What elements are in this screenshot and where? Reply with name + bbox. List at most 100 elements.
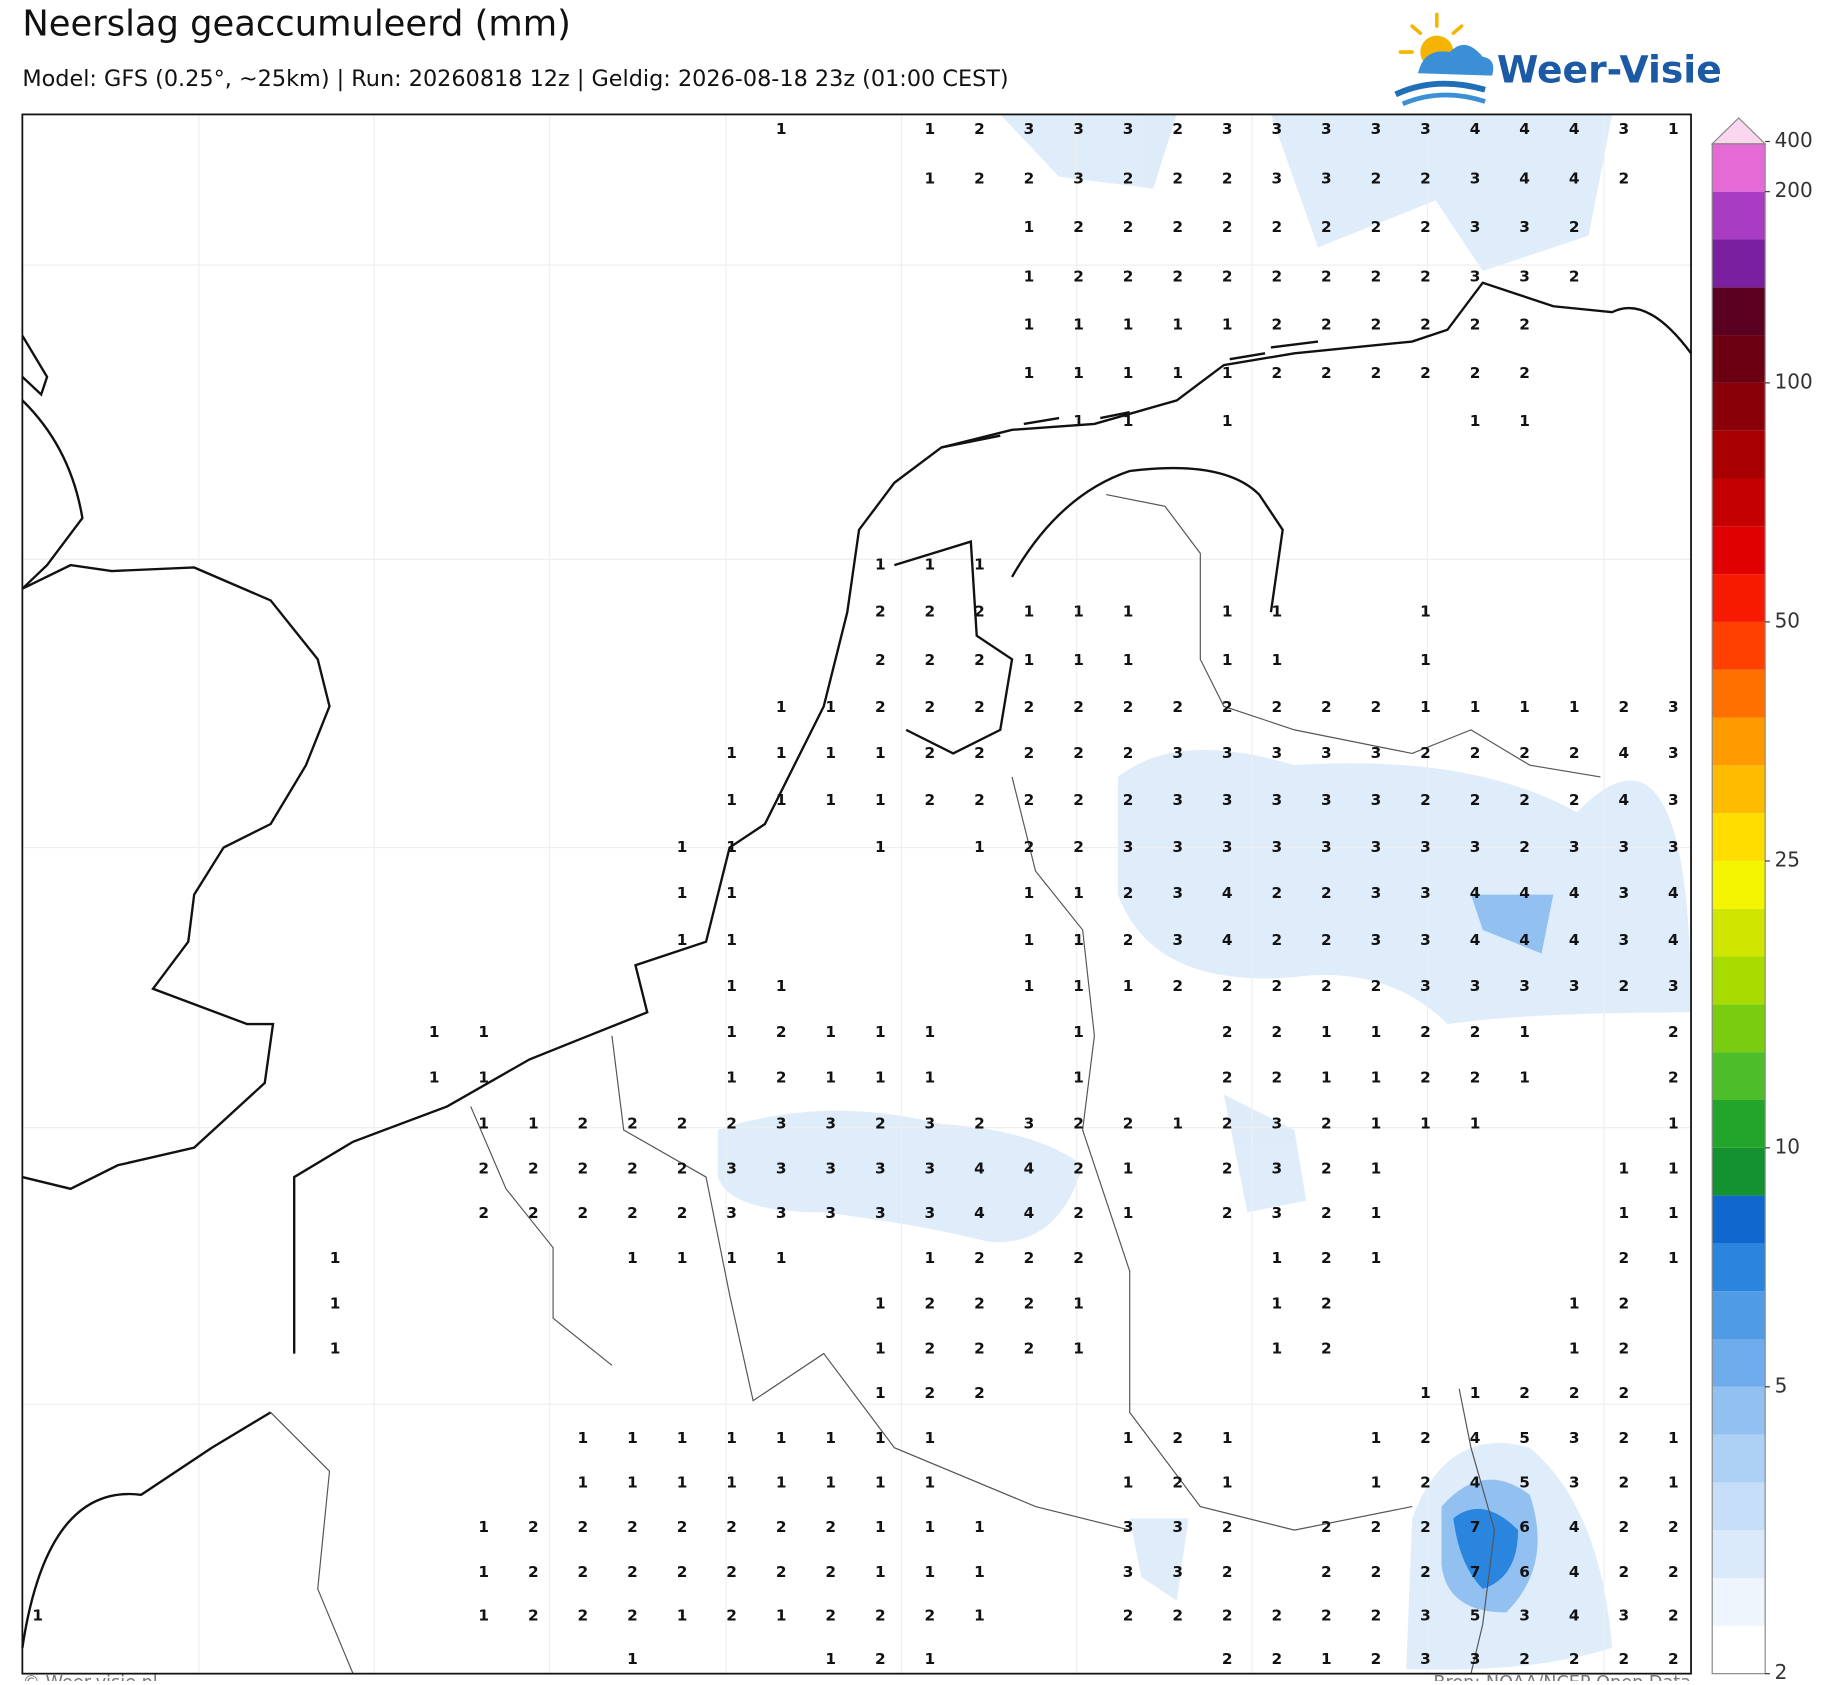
precip-value: 1 (1371, 1474, 1382, 1492)
precip-value: 2 (1519, 744, 1530, 762)
precip-value: 1 (875, 1295, 886, 1313)
precip-value: 2 (1371, 977, 1382, 995)
precip-value: 2 (1073, 1204, 1084, 1222)
precip-value: 2 (1271, 316, 1282, 334)
precip-value: 3 (825, 1204, 836, 1222)
precip-value: 2 (1420, 267, 1431, 285)
precip-value: 3 (1172, 1563, 1183, 1581)
colorbar-segment (1712, 1147, 1766, 1196)
precip-value: 1 (925, 120, 936, 138)
precip-value: 1 (1024, 977, 1035, 995)
precip-value: 2 (974, 651, 985, 669)
precip-value: 1 (1172, 1115, 1183, 1133)
precip-value: 2 (925, 698, 936, 716)
precip-value: 1 (1024, 931, 1035, 949)
precip-value: 3 (1271, 791, 1282, 809)
precip-value: 2 (875, 698, 886, 716)
precip-value: 4 (1618, 744, 1629, 762)
precip-value: 3 (1321, 791, 1332, 809)
precip-value: 2 (974, 170, 985, 188)
precip-value: 2 (1024, 170, 1035, 188)
colorbar-segment (1712, 1291, 1766, 1340)
precip-value: 2 (578, 1159, 589, 1177)
precip-value: 2 (1420, 1023, 1431, 1041)
precip-value: 3 (1172, 838, 1183, 856)
precip-value: 4 (1222, 884, 1233, 902)
precip-value: 3 (1172, 791, 1183, 809)
precip-value: 1 (528, 1115, 539, 1133)
precip-value: 3 (1470, 218, 1481, 236)
precip-value: 4 (1668, 931, 1679, 949)
precip-value: 4 (1470, 1474, 1481, 1492)
precip-value: 3 (726, 1204, 737, 1222)
precip-value: 2 (1222, 1606, 1233, 1624)
precip-value: 1 (875, 838, 886, 856)
precip-value: 2 (1321, 884, 1332, 902)
precip-value: 1 (1321, 1023, 1332, 1041)
precip-value: 1 (1073, 603, 1084, 621)
precip-value: 2 (627, 1606, 638, 1624)
precip-value: 2 (1618, 1249, 1629, 1267)
precip-value: 1 (1668, 1429, 1679, 1447)
precip-value: 1 (1222, 316, 1233, 334)
precip-value: 1 (974, 1563, 985, 1581)
precip-value: 1 (925, 1429, 936, 1447)
precip-value: 2 (1024, 744, 1035, 762)
colorbar-segment (1712, 287, 1766, 336)
precip-value: 1 (627, 1249, 638, 1267)
precip-value: 2 (1569, 1650, 1580, 1668)
precip-value: 1 (1123, 603, 1134, 621)
precip-value: 3 (1024, 1115, 1035, 1133)
precip-value: 2 (1321, 1204, 1332, 1222)
precip-value: 1 (925, 1069, 936, 1087)
precip-value: 1 (1024, 884, 1035, 902)
precip-value: 2 (1073, 218, 1084, 236)
precip-value: 2 (1073, 1115, 1084, 1133)
precip-value: 2 (677, 1159, 688, 1177)
precip-value: 2 (1321, 931, 1332, 949)
precip-value: 2 (1420, 791, 1431, 809)
precip-value: 1 (875, 744, 886, 762)
map: 1 1 2 3 3 3 2 3 3 3 3 3 4 4 4 3 1 1 2 2 3 2 2 2 3 3 2 2 3 4 4 2 1 2 2 2 2 2 2 2… (21, 113, 1692, 1675)
precip-value: 2 (1371, 1518, 1382, 1536)
colorbar-segment (1712, 1482, 1766, 1531)
precip-value: 1 (1420, 1384, 1431, 1402)
precip-value: 1 (1668, 120, 1679, 138)
precip-value: 2 (1172, 267, 1183, 285)
precip-value: 2 (1618, 1384, 1629, 1402)
precip-value: 2 (1123, 884, 1134, 902)
precip-value: 3 (1123, 120, 1134, 138)
precip-value: 3 (1519, 977, 1530, 995)
precip-value: 3 (1618, 931, 1629, 949)
precip-value: 1 (677, 1606, 688, 1624)
precip-value: 4 (1470, 931, 1481, 949)
precip-value: 2 (1618, 1563, 1629, 1581)
precip-value: 2 (925, 744, 936, 762)
precip-value: 2 (1569, 218, 1580, 236)
precip-value: 1 (1668, 1204, 1679, 1222)
precip-value: 1 (1222, 1429, 1233, 1447)
precip-value: 2 (974, 603, 985, 621)
precip-value: 2 (875, 1606, 886, 1624)
precip-value: 3 (1073, 170, 1084, 188)
precip-value: 1 (627, 1429, 638, 1447)
precip-value: 3 (1420, 838, 1431, 856)
precip-value: 1 (726, 1023, 737, 1041)
colorbar-segment (1712, 1386, 1766, 1435)
precip-value: 1 (726, 884, 737, 902)
precip-value: 2 (1073, 1159, 1084, 1177)
precip-value: 7 (1470, 1518, 1481, 1536)
precip-value: 2 (776, 1563, 787, 1581)
precip-value: 2 (974, 791, 985, 809)
precip-value: 1 (1371, 1204, 1382, 1222)
precip-value: 1 (776, 1249, 787, 1267)
precip-value: 2 (1668, 1650, 1679, 1668)
precip-value: 2 (1172, 1429, 1183, 1447)
precip-value: 1 (429, 1069, 440, 1087)
precip-value: 2 (1519, 364, 1530, 382)
precip-value: 1 (1123, 1429, 1134, 1447)
precip-value: 1 (1519, 412, 1530, 430)
precip-value: 1 (726, 791, 737, 809)
precip-value: 3 (1371, 931, 1382, 949)
precip-shading (717, 114, 1692, 1670)
